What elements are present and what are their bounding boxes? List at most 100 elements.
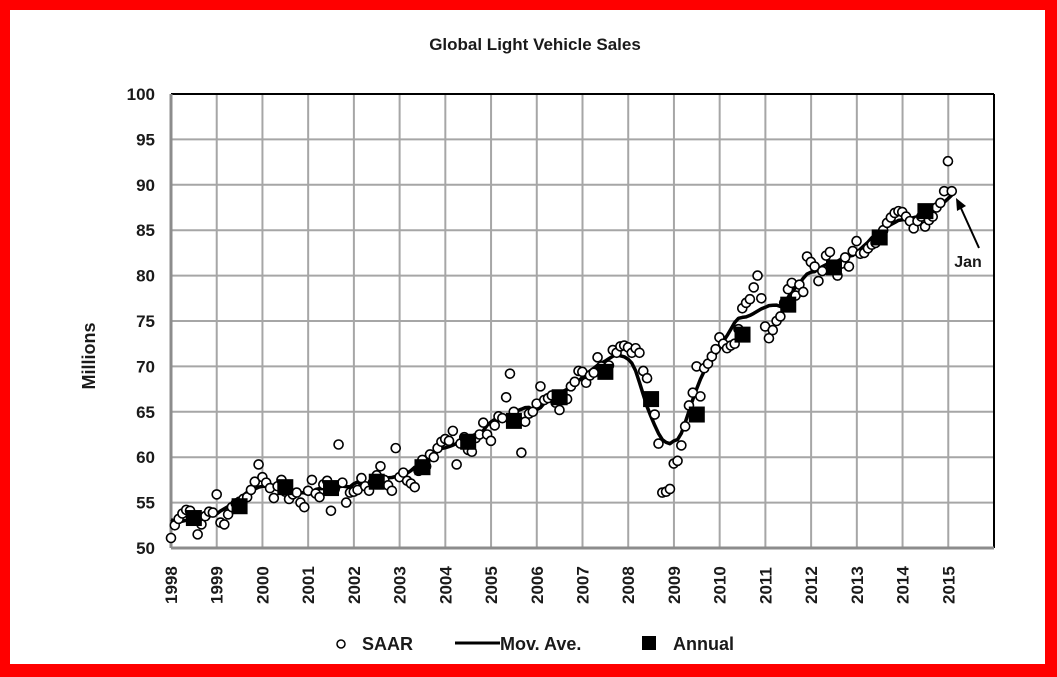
- saar-point: [207, 507, 219, 518]
- legend-saar-marker: [336, 639, 346, 649]
- x-tick-label: 2006: [528, 566, 547, 604]
- saar-point: [497, 412, 508, 424]
- saar-point: [797, 286, 809, 298]
- saar-point: [744, 293, 756, 305]
- annual-point: [368, 473, 385, 490]
- annual-point: [734, 326, 751, 343]
- saar-point: [211, 489, 223, 500]
- x-tick-label: 2003: [391, 566, 410, 604]
- annual-point: [185, 510, 202, 527]
- saar-point: [649, 409, 660, 420]
- saar-point: [839, 252, 851, 263]
- saar-point: [333, 439, 344, 450]
- saar-point: [478, 417, 489, 428]
- chart-frame: Global Light Vehicle Sales 50 55 60 65 70 75 8…: [10, 10, 1045, 664]
- x-tick-label: 2000: [253, 566, 272, 604]
- y-tick-label: 65: [136, 403, 155, 422]
- y-tick-label: 85: [136, 221, 155, 240]
- x-tick-label: 2001: [299, 566, 318, 604]
- y-axis-label: Millions: [79, 323, 99, 390]
- saar-point: [291, 487, 302, 498]
- y-tick-label: 90: [136, 176, 155, 195]
- annual-point: [323, 480, 340, 497]
- saar-point: [935, 197, 946, 209]
- saar-point: [679, 421, 691, 432]
- saar-point: [672, 455, 683, 467]
- saar-point: [843, 261, 855, 272]
- saar-point: [451, 459, 462, 470]
- annual-point: [460, 433, 477, 450]
- saar-point: [428, 451, 440, 463]
- saar-point: [816, 265, 828, 277]
- saar-point: [443, 435, 455, 447]
- saar-point: [676, 440, 687, 451]
- annual-point: [231, 498, 248, 515]
- annual-point: [825, 259, 842, 276]
- saar-point: [306, 474, 318, 486]
- x-tick-label: 2004: [436, 566, 455, 604]
- saar-point: [299, 501, 310, 513]
- legend-movave-label: Mov. Ave.: [500, 634, 581, 654]
- x-tick-label: 2007: [574, 566, 593, 604]
- x-tick-label: 2011: [756, 567, 775, 604]
- saar-point: [851, 235, 862, 247]
- saar-point: [641, 372, 653, 384]
- y-tick-label: 100: [127, 85, 155, 104]
- saar-point: [809, 261, 820, 272]
- annual-point: [871, 229, 888, 246]
- annual-point: [780, 296, 797, 313]
- annual-point: [505, 412, 522, 429]
- x-tick-label: 2008: [619, 566, 638, 604]
- saar-point: [249, 476, 261, 488]
- saar-point: [325, 505, 337, 517]
- y-tick-label: 60: [136, 448, 155, 467]
- saar-point: [447, 425, 459, 437]
- x-tick-label: 2005: [482, 566, 501, 604]
- saar-point: [813, 275, 824, 287]
- y-tick-label: 80: [136, 267, 155, 286]
- moving-average-line: [170, 193, 954, 524]
- saar-point: [775, 311, 786, 322]
- saar-point: [192, 529, 203, 540]
- y-tick-label: 95: [136, 130, 155, 149]
- y-tick-labels: 50 55 60 65 70 75 80 85 90 95 100: [127, 85, 155, 558]
- legend-saar-label: SAAR: [362, 634, 413, 654]
- arrow-head-icon: [956, 198, 966, 211]
- saar-point: [409, 481, 421, 493]
- x-tick-label: 1998: [162, 566, 181, 604]
- jan-annotation: Jan: [954, 198, 982, 271]
- saar-point: [268, 492, 280, 504]
- legend: SAAR Mov. Ave. Annual: [336, 634, 734, 654]
- annotation-arrow: [959, 205, 980, 249]
- legend-annual-label: Annual: [673, 634, 734, 654]
- saar-point: [485, 435, 497, 447]
- x-tick-label: 2013: [848, 566, 867, 604]
- saar-point: [337, 477, 348, 488]
- annual-point: [414, 459, 431, 476]
- saar-point: [695, 391, 706, 402]
- saar-point: [946, 185, 958, 197]
- saar-point: [516, 447, 527, 458]
- saar-point: [375, 460, 386, 472]
- x-tick-labels: 1998 1999 2000 2001 2002 2003 2004 2005 2006 2007…: [162, 566, 958, 604]
- moving-average-series: [170, 193, 954, 524]
- annual-point: [597, 363, 614, 380]
- annual-point: [917, 203, 934, 220]
- saar-point: [340, 497, 352, 508]
- x-tick-label: 2002: [345, 566, 364, 604]
- saar-point: [748, 282, 760, 293]
- x-tick-label: 2012: [802, 566, 821, 604]
- saar-point: [767, 324, 779, 336]
- legend-annual-marker: [642, 636, 656, 650]
- x-tick-label: 1999: [208, 566, 227, 604]
- annual-point: [688, 406, 705, 423]
- y-tick-label: 75: [136, 312, 155, 331]
- grid: [169, 93, 995, 550]
- chart-title: Global Light Vehicle Sales: [429, 35, 641, 54]
- saar-point: [710, 343, 721, 355]
- saar-point: [253, 459, 264, 470]
- x-tick-label: 2009: [665, 566, 684, 604]
- annual-point: [643, 391, 660, 408]
- annual-point: [277, 479, 294, 496]
- saar-point: [942, 155, 954, 167]
